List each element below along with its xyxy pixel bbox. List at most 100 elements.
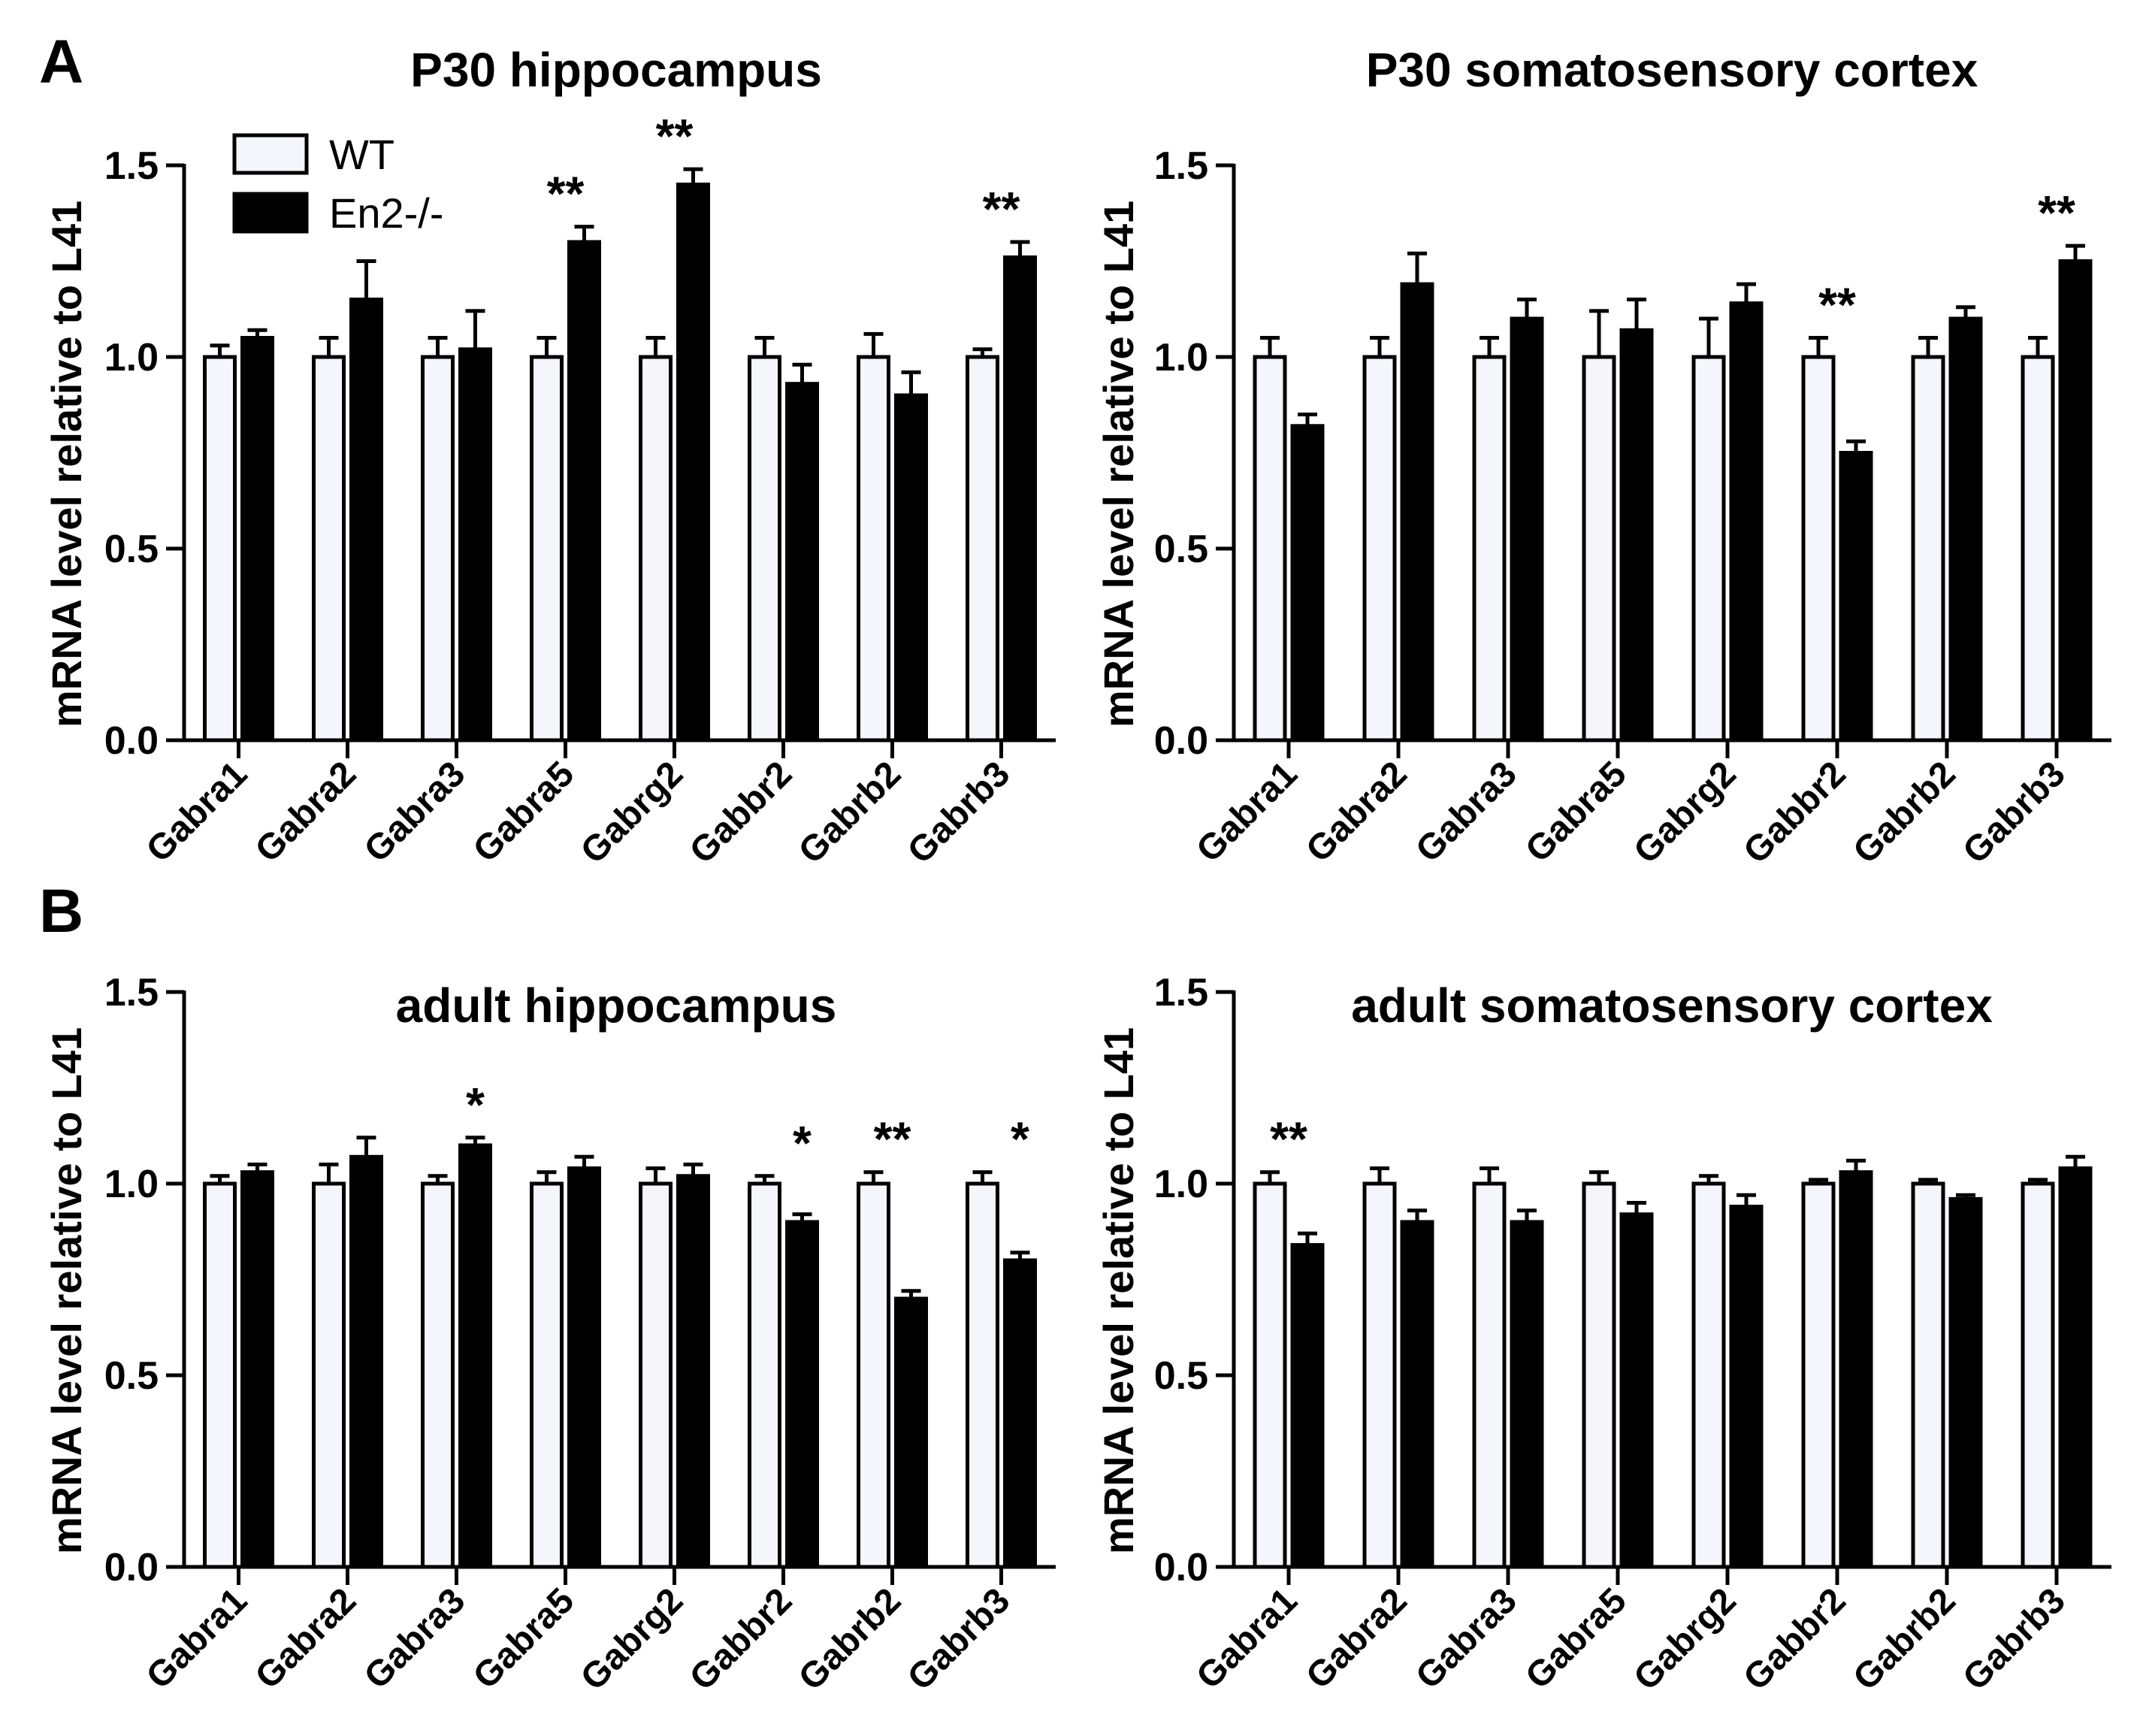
y-tick-label: 0.5 bbox=[1154, 1354, 1208, 1398]
category-label-gabra2: Gabra2 bbox=[1298, 1580, 1414, 1696]
ko-bar-gabrb2 bbox=[894, 1296, 928, 1569]
category-label-gabrb2: Gabrb2 bbox=[791, 754, 908, 871]
category-label-gabra1: Gabra1 bbox=[1189, 1580, 1304, 1696]
category-label-gabra5: Gabra5 bbox=[466, 1580, 582, 1696]
legend-swatch-wt bbox=[232, 133, 309, 175]
chart-adult-hippocampus: adult hippocampus mRNA level relative to … bbox=[43, 971, 1056, 1698]
wt-bar-gabra5 bbox=[530, 355, 564, 742]
ko-bar-gabra2 bbox=[1400, 1220, 1434, 1569]
category-label-gabrg2: Gabrg2 bbox=[573, 1580, 691, 1698]
wt-bar-gabbr2 bbox=[748, 1181, 781, 1569]
wt-bar-gabra1 bbox=[203, 355, 237, 742]
significance-marker: ** bbox=[2038, 186, 2075, 240]
category-label-gabra3: Gabra3 bbox=[357, 754, 473, 870]
ko-bar-gabbr2 bbox=[785, 1220, 819, 1569]
wt-bar-gabrb3 bbox=[966, 1181, 999, 1569]
category-label-gabrb3: Gabrb3 bbox=[1955, 1580, 2072, 1698]
category-label-gabra5: Gabra5 bbox=[466, 754, 582, 870]
legend: WT En2-/- bbox=[232, 131, 444, 237]
ko-bar-gabrg2 bbox=[676, 1174, 710, 1569]
category-label-gabbr2: Gabbr2 bbox=[1736, 1580, 1853, 1698]
chart-title: P30 hippocampus bbox=[410, 43, 822, 97]
ko-bar-gabrg2 bbox=[676, 183, 710, 742]
wt-bar-gabra3 bbox=[421, 355, 455, 742]
ko-bar-gabrb3 bbox=[1003, 255, 1037, 742]
ko-bar-gabrg2 bbox=[1729, 1205, 1764, 1569]
category-label-gabrb3: Gabrb3 bbox=[900, 754, 1017, 871]
y-tick-label: 0.0 bbox=[1154, 1546, 1208, 1589]
significance-marker: * bbox=[466, 1078, 485, 1132]
ko-bar-gabra1 bbox=[1290, 1243, 1325, 1569]
ko-bar-gabrb3 bbox=[2058, 1166, 2093, 1569]
wt-bar-gabrg2 bbox=[1691, 355, 1726, 742]
category-label-gabra3: Gabra3 bbox=[1408, 754, 1524, 870]
wt-bar-gabra2 bbox=[312, 1181, 346, 1569]
significance-marker: ** bbox=[983, 182, 1020, 236]
wt-bar-gabbr2 bbox=[1801, 355, 1836, 742]
y-axis-label: mRNA level relative to L41 bbox=[43, 1027, 90, 1554]
category-label-gabrg2: Gabrg2 bbox=[573, 754, 691, 871]
wt-bar-gabrb3 bbox=[2021, 355, 2055, 742]
wt-bar-gabra2 bbox=[1362, 355, 1397, 742]
wt-bar-gabra1 bbox=[1253, 1181, 1287, 1569]
ko-bar-gabra2 bbox=[349, 1154, 383, 1569]
significance-marker: ** bbox=[874, 1112, 911, 1166]
category-label-gabrb2: Gabrb2 bbox=[1845, 754, 1963, 871]
significance-marker: * bbox=[1011, 1112, 1029, 1166]
wt-bar-gabra5 bbox=[1582, 355, 1616, 742]
category-label-gabra2: Gabra2 bbox=[1298, 754, 1414, 870]
category-label-gabra1: Gabra1 bbox=[139, 754, 255, 870]
ko-bar-gabrb2 bbox=[1948, 316, 1983, 742]
category-label-gabra1: Gabra1 bbox=[1189, 754, 1304, 870]
significance-marker: * bbox=[793, 1116, 812, 1170]
category-label-gabrb3: Gabrb3 bbox=[1955, 754, 2072, 871]
wt-bar-gabbr2 bbox=[748, 355, 781, 742]
y-tick-label: 1.5 bbox=[1154, 144, 1208, 188]
category-label-gabra2: Gabra2 bbox=[248, 1580, 364, 1696]
wt-bar-gabrb2 bbox=[857, 1181, 890, 1569]
y-axis-label: mRNA level relative to L41 bbox=[1095, 1027, 1142, 1554]
wt-bar-gabra2 bbox=[312, 355, 346, 742]
chart-title: adult hippocampus bbox=[396, 978, 837, 1033]
wt-bar-gabra3 bbox=[421, 1181, 455, 1569]
wt-bar-gabrg2 bbox=[639, 355, 673, 742]
wt-bar-gabra5 bbox=[530, 1181, 564, 1569]
ko-bar-gabra5 bbox=[567, 1166, 601, 1569]
y-tick-label: 1.0 bbox=[1154, 1163, 1208, 1206]
ko-bar-gabrb3 bbox=[1003, 1258, 1037, 1569]
y-tick-label: 1.0 bbox=[104, 1163, 159, 1206]
legend-label-ko: En2-/- bbox=[329, 189, 444, 237]
ko-bar-gabra1 bbox=[240, 336, 274, 742]
category-label-gabra5: Gabra5 bbox=[1518, 754, 1634, 870]
category-label-gabrb2: Gabrb2 bbox=[1845, 1580, 1963, 1698]
ko-bar-gabra5 bbox=[567, 240, 601, 742]
y-tick-label: 0.5 bbox=[104, 528, 159, 571]
wt-bar-gabrg2 bbox=[1691, 1181, 1726, 1569]
legend-swatch-ko bbox=[232, 192, 309, 234]
y-tick-label: 1.5 bbox=[104, 144, 159, 188]
wt-bar-gabra3 bbox=[1472, 355, 1507, 742]
y-tick-label: 0.5 bbox=[104, 1354, 159, 1398]
significance-marker: ** bbox=[656, 109, 694, 163]
y-tick-label: 1.0 bbox=[1154, 336, 1208, 380]
y-tick-label: 0.0 bbox=[104, 1546, 159, 1589]
ko-bar-gabrb2 bbox=[894, 393, 928, 742]
legend-label-wt: WT bbox=[329, 131, 394, 178]
significance-marker: ** bbox=[1270, 1112, 1307, 1166]
wt-bar-gabra1 bbox=[1253, 355, 1287, 742]
ko-bar-gabra3 bbox=[1510, 316, 1544, 742]
ko-bar-gabra2 bbox=[1400, 282, 1434, 742]
wt-bar-gabrb3 bbox=[2021, 1181, 2055, 1569]
chart-title: adult somatosensory cortex bbox=[1351, 978, 1993, 1033]
category-label-gabbr2: Gabbr2 bbox=[682, 754, 799, 871]
category-label-gabbr2: Gabbr2 bbox=[1736, 754, 1853, 871]
category-label-gabrg2: Gabrg2 bbox=[1626, 754, 1743, 871]
ko-bar-gabra3 bbox=[458, 347, 492, 742]
y-tick-label: 1.5 bbox=[104, 971, 159, 1015]
chart-p30-hippocampus: P30 hippocampus mRNA level relative to L4… bbox=[43, 43, 1056, 872]
panel-label-a: A bbox=[39, 28, 83, 96]
ko-bar-gabra1 bbox=[1290, 424, 1325, 742]
ko-bar-gabrg2 bbox=[1729, 301, 1764, 742]
chart-p30-somatosensory-cortex: P30 somatosensory cortex mRNA level relat… bbox=[1095, 43, 2111, 872]
y-tick-label: 0.5 bbox=[1154, 528, 1208, 571]
